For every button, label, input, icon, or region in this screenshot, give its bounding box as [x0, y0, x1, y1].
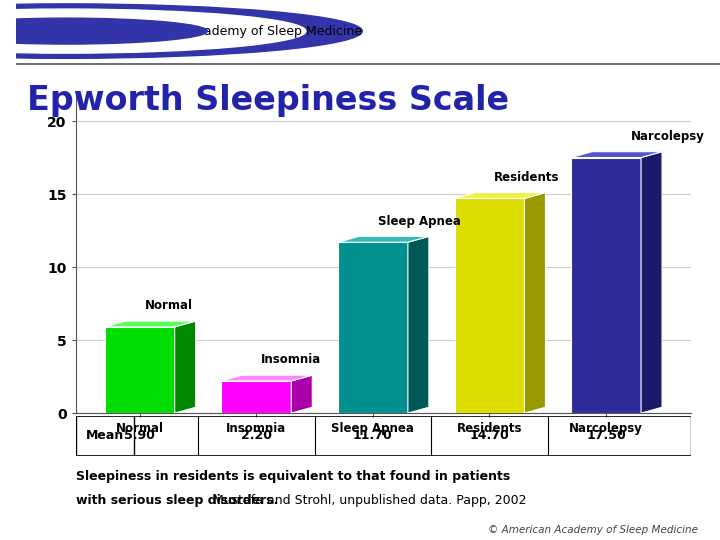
Polygon shape	[454, 198, 524, 413]
Text: 17.50: 17.50	[586, 429, 626, 442]
Text: Normal: Normal	[145, 299, 192, 312]
Text: with serious sleep disorders.: with serious sleep disorders.	[76, 494, 278, 507]
Text: Mustafa and Strohl, unpublished data. Papp, 2002: Mustafa and Strohl, unpublished data. Pa…	[201, 494, 526, 507]
Text: 5.90: 5.90	[125, 429, 156, 442]
Text: © American Academy of Sleep Medicine: © American Academy of Sleep Medicine	[488, 524, 698, 535]
Polygon shape	[292, 375, 312, 413]
Polygon shape	[641, 152, 662, 413]
Polygon shape	[454, 193, 546, 198]
Circle shape	[0, 4, 362, 58]
Text: Sleep Apnea: Sleep Apnea	[377, 214, 461, 228]
Text: Sleepiness in residents is equivalent to that found in patients: Sleepiness in residents is equivalent to…	[76, 470, 510, 483]
Text: Residents: Residents	[494, 171, 559, 184]
Polygon shape	[338, 237, 429, 242]
Text: Narcolepsy: Narcolepsy	[631, 130, 704, 143]
Text: 14.70: 14.70	[469, 429, 509, 442]
Polygon shape	[571, 152, 662, 158]
Text: 2.20: 2.20	[240, 429, 272, 442]
Circle shape	[0, 9, 306, 53]
Polygon shape	[338, 242, 408, 413]
Text: 11.70: 11.70	[353, 429, 393, 442]
Polygon shape	[524, 193, 546, 413]
Text: Mean: Mean	[86, 429, 124, 442]
Polygon shape	[571, 158, 641, 413]
Polygon shape	[221, 381, 292, 413]
Polygon shape	[104, 321, 196, 327]
Polygon shape	[175, 321, 196, 413]
Polygon shape	[408, 237, 429, 413]
Polygon shape	[104, 327, 175, 413]
Text: Insomnia: Insomnia	[261, 353, 321, 366]
Text: Epworth Sleepiness Scale: Epworth Sleepiness Scale	[27, 84, 510, 117]
Polygon shape	[221, 375, 312, 381]
Circle shape	[0, 18, 207, 44]
Text: American Academy of Sleep Medicine: American Academy of Sleep Medicine	[125, 25, 362, 38]
